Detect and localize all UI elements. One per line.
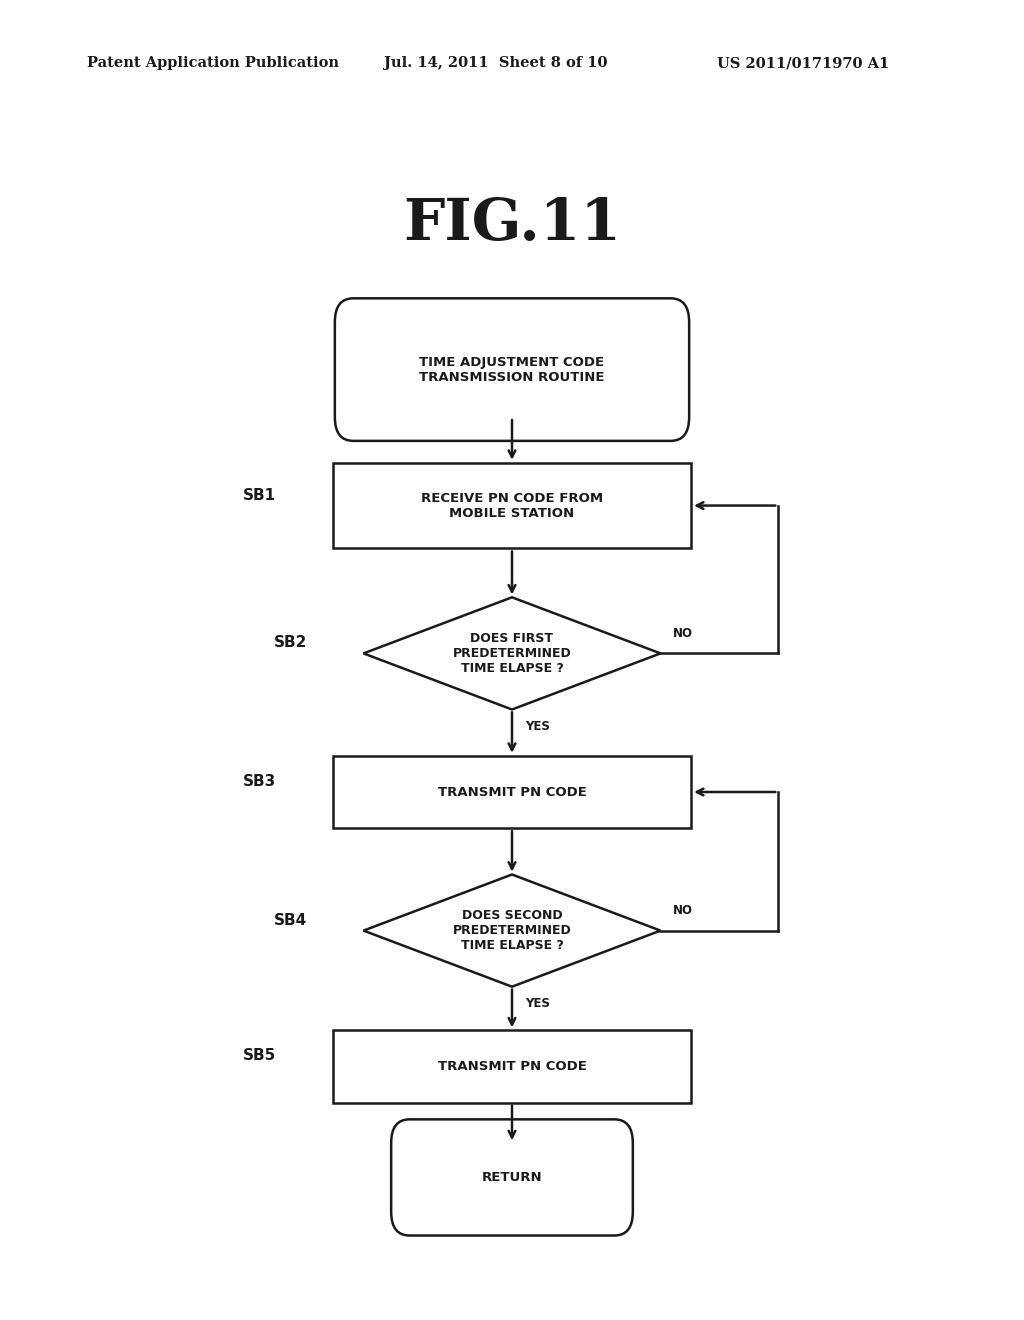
- Text: RETURN: RETURN: [481, 1171, 543, 1184]
- Bar: [333, 1030, 691, 1104]
- Text: DOES FIRST
PREDETERMINED
TIME ELAPSE ?: DOES FIRST PREDETERMINED TIME ELAPSE ?: [453, 632, 571, 675]
- Text: Patent Application Publication: Patent Application Publication: [87, 57, 339, 70]
- Text: SB2: SB2: [273, 635, 307, 651]
- Polygon shape: [364, 597, 660, 710]
- Text: Jul. 14, 2011  Sheet 8 of 10: Jul. 14, 2011 Sheet 8 of 10: [384, 57, 607, 70]
- Bar: [333, 462, 691, 549]
- Text: YES: YES: [525, 721, 550, 733]
- Text: NO: NO: [673, 904, 693, 917]
- FancyBboxPatch shape: [391, 1119, 633, 1236]
- Text: US 2011/0171970 A1: US 2011/0171970 A1: [717, 57, 889, 70]
- Text: SB5: SB5: [244, 1048, 276, 1064]
- Text: YES: YES: [525, 998, 550, 1010]
- Text: NO: NO: [673, 627, 693, 640]
- Text: SB3: SB3: [244, 774, 276, 789]
- Text: TRANSMIT PN CODE: TRANSMIT PN CODE: [437, 1060, 587, 1073]
- FancyBboxPatch shape: [335, 298, 689, 441]
- Text: SB1: SB1: [244, 487, 276, 503]
- Text: TIME ADJUSTMENT CODE
TRANSMISSION ROUTINE: TIME ADJUSTMENT CODE TRANSMISSION ROUTIN…: [419, 355, 605, 384]
- Polygon shape: [364, 875, 660, 987]
- Text: SB4: SB4: [274, 912, 307, 928]
- Text: TRANSMIT PN CODE: TRANSMIT PN CODE: [437, 785, 587, 799]
- Text: FIG.11: FIG.11: [403, 197, 621, 252]
- Text: DOES SECOND
PREDETERMINED
TIME ELAPSE ?: DOES SECOND PREDETERMINED TIME ELAPSE ?: [453, 909, 571, 952]
- Bar: [333, 755, 691, 829]
- Text: RECEIVE PN CODE FROM
MOBILE STATION: RECEIVE PN CODE FROM MOBILE STATION: [421, 491, 603, 520]
